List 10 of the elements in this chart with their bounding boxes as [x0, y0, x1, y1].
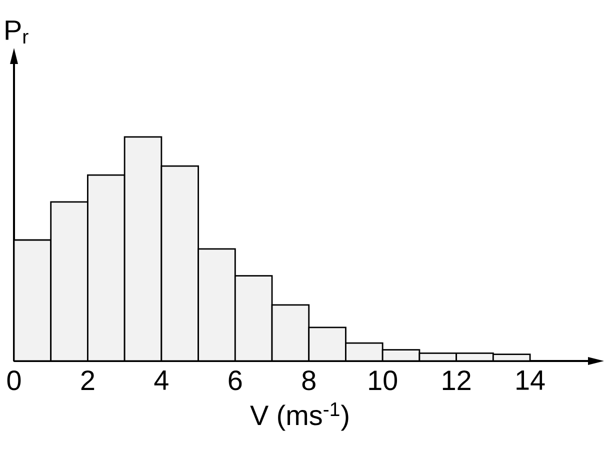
- x-tick-label: 0: [7, 370, 21, 390]
- x-tick-label: 4: [154, 370, 168, 390]
- x-tick-label: 10: [369, 370, 398, 390]
- x-tick-label: 6: [228, 370, 242, 390]
- x-tick-label: 2: [81, 370, 94, 390]
- x-tick-label: 8: [302, 370, 316, 390]
- x-tick-label: 14: [516, 370, 545, 390]
- y-axis-title: P$_{r}$: [6, 20, 28, 44]
- x-tick-label: 12: [442, 370, 470, 390]
- x-axis-title: V (ms$^{-1}$): [250, 402, 348, 431]
